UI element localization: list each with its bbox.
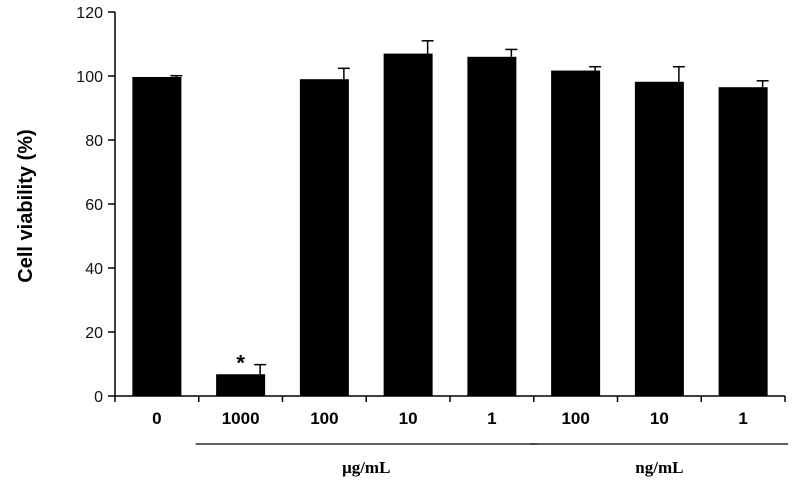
bar: [132, 76, 182, 397]
x-tick-label: 100: [310, 409, 338, 428]
x-tick-label: 1: [738, 409, 747, 428]
bar: [467, 56, 517, 397]
bar: [634, 81, 684, 396]
x-tick-label: 10: [399, 409, 418, 428]
x-tick-label: 1000: [222, 409, 260, 428]
unit-groups: μg/mL ng/mL: [195, 443, 789, 477]
bar: [299, 79, 349, 396]
y-axis-ticks: 0 20 40 60 80 100 120: [76, 5, 115, 406]
y-tick-label: 0: [94, 389, 103, 406]
error-bars: [170, 40, 769, 375]
bar: [718, 87, 768, 396]
y-tick-label: 120: [76, 5, 103, 22]
bars: [132, 53, 768, 397]
x-tick-label: 100: [561, 409, 589, 428]
bar: [551, 70, 601, 396]
y-tick-label: 80: [85, 133, 103, 150]
bar: [383, 53, 433, 396]
bar: [216, 374, 266, 396]
y-tick-label: 40: [85, 261, 103, 278]
annotations: *: [236, 351, 245, 376]
y-axis-title: Cell viability (%): [15, 129, 37, 282]
x-tick-label: 1: [487, 409, 496, 428]
x-tick-label: 10: [650, 409, 669, 428]
y-tick-label: 100: [76, 69, 103, 86]
y-tick-label: 20: [85, 325, 103, 342]
group-label: ng/mL: [635, 458, 683, 477]
group-label: μg/mL: [342, 458, 390, 477]
x-axis-tick-labels: 0 1000 100 10 1 100 10 1: [114, 396, 786, 428]
significance-marker: *: [236, 351, 245, 376]
y-tick-label: 60: [85, 197, 103, 214]
x-tick-label: 0: [152, 409, 161, 428]
